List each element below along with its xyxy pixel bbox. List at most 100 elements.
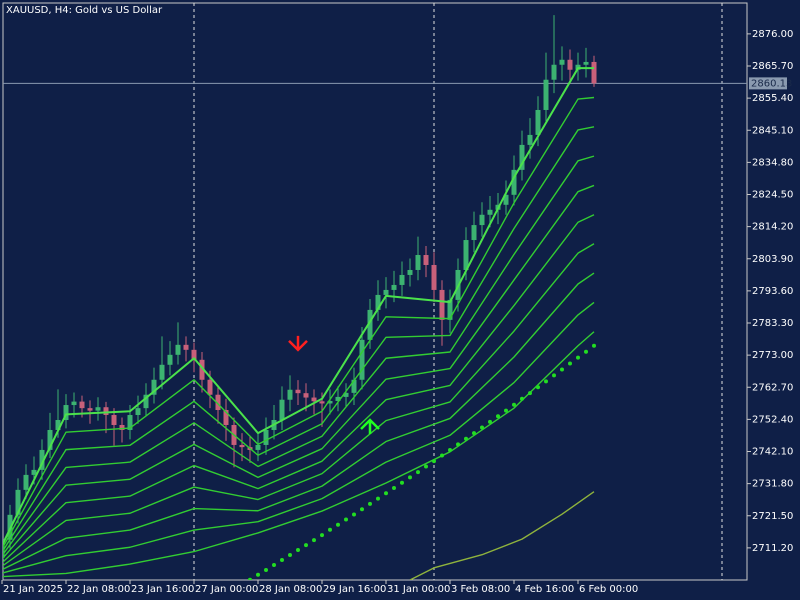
candle-body [487, 209, 493, 215]
indicator-dot [592, 343, 596, 348]
signal-arrow [360, 418, 380, 434]
candle-body [447, 299, 453, 320]
candle-body [351, 379, 357, 393]
candle-body [199, 359, 205, 380]
indicator-dot [400, 480, 404, 485]
candle-body [23, 474, 29, 490]
candle-body [311, 397, 317, 402]
indicator-dot [256, 572, 260, 577]
y-tick-label: 2814.20 [752, 222, 793, 233]
candle-body [295, 389, 301, 394]
candle-body [255, 444, 261, 450]
indicator-dot [504, 408, 508, 413]
indicator-dot [272, 563, 276, 568]
candle-body [39, 449, 45, 470]
plot-area [3, 15, 747, 580]
candle-body [439, 289, 445, 320]
candle-body [111, 415, 117, 425]
indicator-dot [352, 512, 356, 517]
candle-body [263, 429, 269, 445]
candle-body [215, 394, 221, 411]
x-tick-label: 4 Feb 16:00 [515, 584, 574, 595]
candle-body [167, 354, 173, 365]
candle-body [583, 61, 589, 65]
candle-body [151, 379, 157, 395]
x-tick-label: 29 Jan 16:00 [323, 584, 386, 595]
indicator-dot [536, 385, 540, 390]
candle-body [343, 392, 349, 397]
indicator-dot [432, 459, 436, 464]
candle-body [303, 393, 309, 398]
candle-body [15, 489, 21, 515]
last-price-box [749, 77, 787, 90]
candle-body [359, 339, 365, 380]
indicator-line [3, 126, 595, 552]
indicator-dot [528, 391, 532, 396]
candle-body [391, 284, 397, 290]
indicator-dot [336, 522, 340, 527]
candle-body [71, 401, 77, 406]
candle-body [143, 394, 149, 409]
y-tick-label: 2865.70 [752, 61, 793, 72]
indicator-dot [280, 558, 284, 563]
indicator-dot [360, 507, 364, 512]
indicator-dot [544, 379, 548, 384]
chart-title: XAUUSD, H4: Gold vs US Dollar [6, 5, 163, 16]
y-tick-label: 2721.50 [752, 511, 793, 522]
candle-body [399, 274, 405, 285]
indicator-line [3, 155, 595, 556]
y-tick-label: 2824.50 [752, 190, 793, 201]
candle-body [519, 144, 525, 170]
candle-body [87, 408, 93, 411]
candle-body [119, 424, 125, 430]
indicator-dot [248, 577, 252, 580]
indicator-dot [344, 517, 348, 522]
candle-body [175, 344, 181, 355]
indicator-dot [392, 485, 396, 490]
indicator-line [3, 214, 595, 563]
candle-body [591, 61, 597, 84]
x-tick-label: 3 Feb 08:00 [451, 584, 510, 595]
candle-body [327, 400, 333, 404]
signal-arrow [288, 335, 308, 352]
candle-body [415, 255, 421, 270]
x-tick-label: 28 Jan 08:00 [259, 584, 322, 595]
candle-body [47, 429, 53, 450]
indicator-dot [264, 568, 268, 573]
indicator-dot [584, 349, 588, 354]
indicator-line [3, 331, 595, 578]
plot-frame [2, 2, 748, 581]
candle-body [503, 194, 509, 205]
indicator-dot [376, 496, 380, 501]
indicator-dot [440, 453, 444, 458]
indicator-dot [384, 491, 388, 496]
y-tick-label: 2855.40 [752, 93, 793, 104]
candle-body [479, 214, 485, 226]
candle-body [407, 269, 413, 275]
indicator-line [3, 243, 595, 567]
y-tick-label: 2711.20 [752, 543, 793, 554]
candle-body [103, 407, 109, 416]
candle-body [375, 294, 381, 310]
indicator-dot [368, 501, 372, 506]
y-tick-label: 2773.00 [752, 350, 793, 361]
last-price-label: 2860.13 [751, 78, 792, 89]
indicator-line [3, 67, 594, 546]
indicator-dot [296, 548, 300, 553]
indicator-dot [552, 373, 556, 378]
indicator-line [409, 491, 595, 580]
indicator-dot [456, 442, 460, 447]
y-tick-label: 2752.40 [752, 414, 793, 425]
indicator-dot [520, 396, 524, 401]
indicator-dot [512, 402, 516, 407]
indicator-dot [424, 464, 428, 469]
indicator-dot [304, 543, 308, 548]
candle-body [511, 169, 517, 195]
candle-body [471, 225, 477, 241]
y-tick-label: 2762.70 [752, 382, 793, 393]
candle-body [159, 364, 165, 380]
y-tick-label: 2731.80 [752, 479, 793, 490]
indicator-dot [328, 527, 332, 532]
